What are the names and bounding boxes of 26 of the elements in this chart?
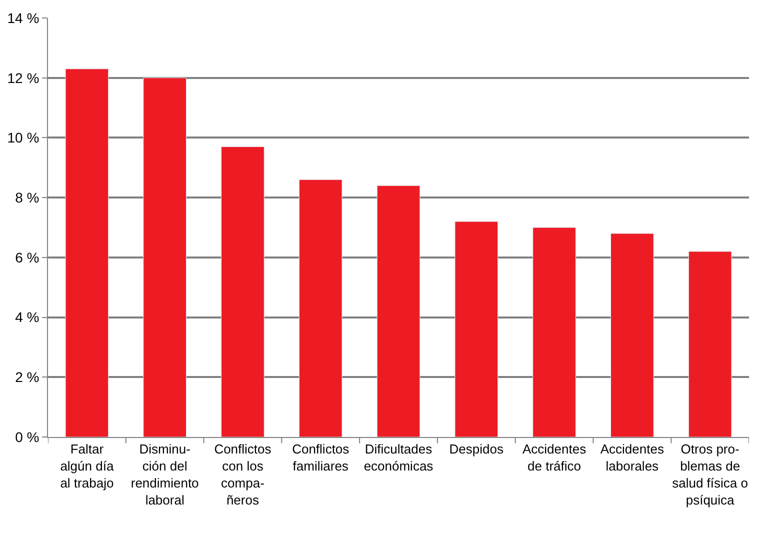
x-tick-label: Despidos xyxy=(449,442,504,457)
y-tick-label: 4 % xyxy=(15,309,40,326)
y-tick-label: 2 % xyxy=(15,369,40,386)
bar xyxy=(65,68,109,437)
y-tick-label: 0 % xyxy=(15,428,40,445)
y-tick-label: 14 % xyxy=(7,10,40,26)
bar xyxy=(610,233,654,437)
y-tick-label: 10 % xyxy=(7,130,40,146)
bar xyxy=(454,221,498,437)
x-tick-label: Conflictos con los compa- ñeros xyxy=(214,442,272,508)
x-tick-label: Accidentes laborales xyxy=(600,442,664,474)
x-tick-label: Disminu- ción del rendimiento laboral xyxy=(130,442,199,508)
bar xyxy=(688,251,732,437)
x-tick-label: Otros pro- blemas de salud física o psíquica xyxy=(672,442,748,508)
bar xyxy=(532,227,576,437)
y-tick-label: 8 % xyxy=(15,189,40,206)
bar xyxy=(143,78,186,437)
bar xyxy=(376,185,420,437)
x-tick-label: Conflictos familiares xyxy=(292,442,350,474)
y-tick-label: 12 % xyxy=(7,70,40,86)
x-tick-label: Faltar algún día al trabajo xyxy=(60,442,114,490)
x-tick-label: Accidentes de tráfico xyxy=(522,442,587,474)
x-tick-label: Dificultades económicas xyxy=(364,442,434,474)
bar xyxy=(298,179,342,437)
y-tick-label: 6 % xyxy=(15,249,40,266)
bar xyxy=(221,146,264,437)
